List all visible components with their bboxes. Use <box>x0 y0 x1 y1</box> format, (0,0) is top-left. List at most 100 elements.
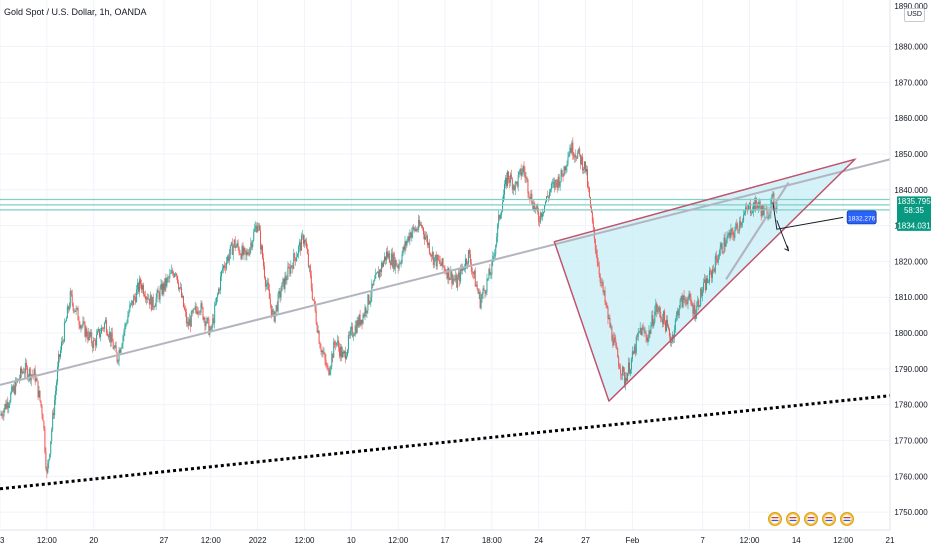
wedge-left-line[interactable] <box>553 241 610 402</box>
trendlines[interactable] <box>0 158 891 491</box>
projection-arrow[interactable] <box>772 202 844 230</box>
candle-body <box>505 178 507 184</box>
price-tick-label: 1750.000 <box>894 508 928 517</box>
flag-icon-stripe <box>771 519 779 522</box>
candle-body <box>504 183 506 195</box>
candle-body <box>12 386 14 392</box>
candle-body <box>39 390 41 401</box>
candle-body <box>125 323 127 325</box>
down-arrow[interactable] <box>776 220 789 251</box>
target-price-label: 1832.276 <box>848 215 875 222</box>
candle-body <box>344 351 346 360</box>
candle-body <box>60 341 62 351</box>
candle-body <box>307 253 309 267</box>
candle-body <box>624 371 626 385</box>
candle-body <box>287 267 289 280</box>
candle-body <box>729 232 731 238</box>
candle-body <box>319 343 321 349</box>
candle-body <box>128 311 130 317</box>
candle-body <box>351 326 353 337</box>
candle-body <box>159 288 161 300</box>
candle-body <box>704 279 706 283</box>
candle-body <box>573 156 575 158</box>
candle-body <box>622 366 624 376</box>
candle-body <box>651 315 653 326</box>
candle-body <box>117 360 119 362</box>
candle-body <box>679 299 681 308</box>
event-icons[interactable] <box>768 512 854 526</box>
candle-body <box>496 236 498 245</box>
candle-body <box>564 166 566 171</box>
candle-body <box>95 340 97 346</box>
candle-body <box>757 205 759 209</box>
candle-body <box>628 362 630 374</box>
candle-body <box>736 223 738 226</box>
candle-body <box>532 204 534 210</box>
candle-body <box>270 304 272 316</box>
candle-body <box>707 282 709 283</box>
candle-body <box>498 214 500 225</box>
candle-body <box>146 297 148 300</box>
candle-body <box>341 346 343 358</box>
candle-body <box>85 328 87 337</box>
inner-trendline[interactable] <box>725 182 790 280</box>
candle-body <box>181 295 183 298</box>
candle-body <box>67 306 69 310</box>
ascending-trendline[interactable] <box>0 158 891 386</box>
candle-body <box>152 296 154 308</box>
candle-body <box>349 329 351 336</box>
candle-body <box>592 221 594 228</box>
currency-button[interactable]: USD <box>904 8 925 22</box>
candle-body <box>55 390 57 400</box>
time-tick-label: 2022 <box>249 536 267 545</box>
candle-body <box>345 355 347 360</box>
candle-body <box>269 298 271 305</box>
candle-body <box>315 311 317 324</box>
candle-body <box>714 255 716 272</box>
flag-icon-bg <box>824 514 834 524</box>
wedge-lower-line[interactable] <box>608 158 856 402</box>
candle-body <box>178 282 180 290</box>
candle-body <box>544 204 546 212</box>
candle-body <box>457 277 459 288</box>
candle-body <box>306 248 308 254</box>
candle-body <box>754 197 756 211</box>
candle-body <box>312 299 314 301</box>
candle-body <box>640 327 642 336</box>
candle-body <box>32 374 34 376</box>
candle-body <box>555 179 557 183</box>
lower-price-badge-bg <box>897 219 931 231</box>
wedge-upper-line[interactable] <box>554 158 856 243</box>
candle-body <box>711 269 713 278</box>
candle-body <box>547 196 549 198</box>
candle-body <box>21 371 23 374</box>
candle-body <box>37 380 39 398</box>
candle-body <box>701 288 703 296</box>
dotted-support-line[interactable] <box>0 394 891 491</box>
candle-body <box>0 413 2 416</box>
candle-body <box>329 371 331 375</box>
candle-body <box>294 253 296 258</box>
candle-body <box>434 254 436 258</box>
candle-body <box>35 378 37 382</box>
candle-body <box>716 259 718 263</box>
flag-icon-stripe <box>825 519 833 522</box>
candle-body <box>627 362 629 374</box>
price-tick-label: 1780.000 <box>894 401 928 410</box>
candle-body <box>667 319 668 327</box>
candle-body <box>483 288 485 291</box>
candle-body <box>710 271 712 278</box>
candle-body <box>202 307 204 320</box>
candle-body <box>169 273 171 279</box>
candle-body <box>217 294 219 297</box>
candle-body <box>610 326 612 328</box>
candle-body <box>23 372 25 374</box>
candle-body <box>132 300 134 306</box>
candle-body <box>688 293 690 299</box>
candle-body <box>253 231 255 241</box>
candle-body <box>264 277 266 287</box>
candle-body <box>280 291 282 298</box>
